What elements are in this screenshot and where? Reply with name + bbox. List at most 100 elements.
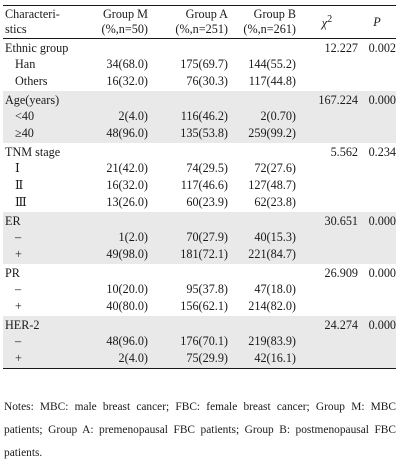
characteristics-table: Characteri- stics Group M (%,n=50) Group… <box>3 5 396 369</box>
chi2-value: 24.274 <box>296 316 358 334</box>
p-value: 0.000 <box>358 91 396 109</box>
row-label: + <box>3 351 77 369</box>
table-row: Ⅱ 16(32.0) 117(46.6) 127(48.7) <box>3 178 396 195</box>
header-characteristics-line1: Characteri- <box>5 7 60 21</box>
p-value: 0.000 <box>358 316 396 334</box>
cell-group-b: 127(48.7) <box>248 178 296 192</box>
cell-group-b: 214(82.0) <box>248 299 296 313</box>
chi2-value: 5.562 <box>330 145 358 159</box>
group-row-tnm: TNM stage 5.562 0.234 <box>3 143 396 161</box>
cell-group-a: 181(72.1) <box>148 247 228 264</box>
chi2-value: 167.224 <box>296 91 358 109</box>
row-label: Ⅱ <box>15 178 24 192</box>
table-row: + 40(80.0) 156(62.1) 214(82.0) <box>3 299 396 316</box>
chi2-value: 26.909 <box>324 266 358 280</box>
header-p-value: P <box>358 6 396 39</box>
table-header-row: Characteri- stics Group M (%,n=50) Group… <box>3 5 396 39</box>
header-group-m: Group M (%,n=50) <box>77 6 148 39</box>
table-row: Han 34(68.0) 175(69.7) 144(55.2) <box>3 57 396 74</box>
chi2-value: 12.227 <box>324 41 358 55</box>
table-row: <40 2(4.0) 116(46.2) 2(0.70) <box>3 109 396 126</box>
header-chi-square: χ2 <box>296 6 358 39</box>
cell-group-b: 2(0.70) <box>228 109 296 126</box>
table-row: Ⅲ 13(26.0) 60(23.9) 62(23.8) <box>3 195 396 212</box>
header-group-a: Group A (%,n=251) <box>148 6 228 39</box>
cell-group-b: 40(15.3) <box>228 230 296 247</box>
table-row: Others 16(32.0) 76(30.3) 117(44.8) <box>3 74 396 91</box>
group-label: TNM stage <box>5 145 61 159</box>
p-value: 0.000 <box>368 266 396 280</box>
cell-group-b: 219(83.9) <box>228 334 296 351</box>
cell-group-b: 47(18.0) <box>254 282 296 296</box>
row-label: Others <box>15 74 48 88</box>
cell-group-m: 16(32.0) <box>106 74 148 88</box>
cell-group-b: 62(23.8) <box>254 195 296 209</box>
row-label: + <box>15 299 22 313</box>
cell-group-m: 13(26.0) <box>106 195 148 209</box>
table-notes: Notes: MBC: male breast cancer; FBC: fem… <box>4 401 396 459</box>
cell-group-a: 75(29.9) <box>148 351 228 369</box>
cell-group-a: 76(30.3) <box>186 74 228 88</box>
row-label: Han <box>15 57 36 71</box>
table-row: – 48(96.0) 176(70.1) 219(83.9) <box>3 334 396 351</box>
cell-group-a: 176(70.1) <box>148 334 228 351</box>
cell-group-a: 156(62.1) <box>180 299 228 313</box>
row-label: Ⅰ <box>15 161 20 175</box>
group-row-pr: PR 26.909 0.000 <box>3 264 396 282</box>
table-row: – 1(2.0) 70(27.9) 40(15.3) <box>3 230 396 247</box>
cell-group-a: 70(27.9) <box>148 230 228 247</box>
row-label: – <box>15 282 22 296</box>
header-group-a-line2: (%,n=251) <box>175 22 228 36</box>
cell-group-b: 42(16.1) <box>228 351 296 369</box>
cell-group-a: 135(53.8) <box>148 126 228 143</box>
cell-group-m: 10(20.0) <box>106 282 148 296</box>
p-value: 0.000 <box>358 212 396 230</box>
cell-group-a: 95(37.8) <box>186 282 228 296</box>
cell-group-m: 49(98.0) <box>77 247 148 264</box>
cell-group-a: 116(46.2) <box>148 109 228 126</box>
cell-group-m: 1(2.0) <box>77 230 148 247</box>
row-label: – <box>3 334 77 351</box>
cell-group-m: 48(96.0) <box>77 126 148 143</box>
table-row: + 2(4.0) 75(29.9) 42(16.1) <box>3 351 396 369</box>
header-group-b-line2: (%,n=261) <box>243 22 296 36</box>
cell-group-m: 16(32.0) <box>106 178 148 192</box>
group-row-er: ER 30.651 0.000 <box>3 212 396 230</box>
chi-symbol: χ <box>321 16 328 31</box>
group-label: Age(years) <box>3 91 77 109</box>
cell-group-b: 144(55.2) <box>248 57 296 71</box>
chi2-value: 30.651 <box>296 212 358 230</box>
group-row-ethnic: Ethnic group 12.227 0.002 <box>3 39 396 58</box>
table-row: – 10(20.0) 95(37.8) 47(18.0) <box>3 282 396 299</box>
header-group-a-line1: Group A <box>185 7 228 21</box>
group-label: Ethnic group <box>5 41 69 55</box>
cell-group-b: 259(99.2) <box>228 126 296 143</box>
cell-group-m: 21(42.0) <box>106 161 148 175</box>
cell-group-m: 48(96.0) <box>77 334 148 351</box>
table-row: ≥40 48(96.0) 135(53.8) 259(99.2) <box>3 126 396 143</box>
group-row-her2: HER-2 24.274 0.000 <box>3 316 396 334</box>
header-group-b-line1: Group B <box>253 7 296 21</box>
group-label: PR <box>5 266 20 280</box>
header-group-m-line1: Group M <box>102 7 148 21</box>
row-label: – <box>3 230 77 247</box>
cell-group-b: 72(27.6) <box>254 161 296 175</box>
p-value: 0.002 <box>368 41 396 55</box>
cell-group-b: 221(84.7) <box>228 247 296 264</box>
cell-group-m: 2(4.0) <box>77 109 148 126</box>
cell-group-m: 34(68.0) <box>106 57 148 71</box>
group-row-age: Age(years) 167.224 0.000 <box>3 91 396 109</box>
cell-group-b: 117(44.8) <box>248 74 296 88</box>
table-body: Ethnic group 12.227 0.002 Han 34(68.0) 1… <box>3 39 396 369</box>
cell-group-a: 175(69.7) <box>180 57 228 71</box>
group-label: ER <box>3 212 77 230</box>
header-characteristics-line2: stics <box>5 22 27 36</box>
table-row: + 49(98.0) 181(72.1) 221(84.7) <box>3 247 396 264</box>
row-label: <40 <box>3 109 77 126</box>
header-characteristics: Characteri- stics <box>3 6 77 39</box>
p-symbol: P <box>373 15 381 29</box>
p-value: 0.234 <box>368 145 396 159</box>
cell-group-a: 60(23.9) <box>186 195 228 209</box>
group-label: HER-2 <box>3 316 77 334</box>
